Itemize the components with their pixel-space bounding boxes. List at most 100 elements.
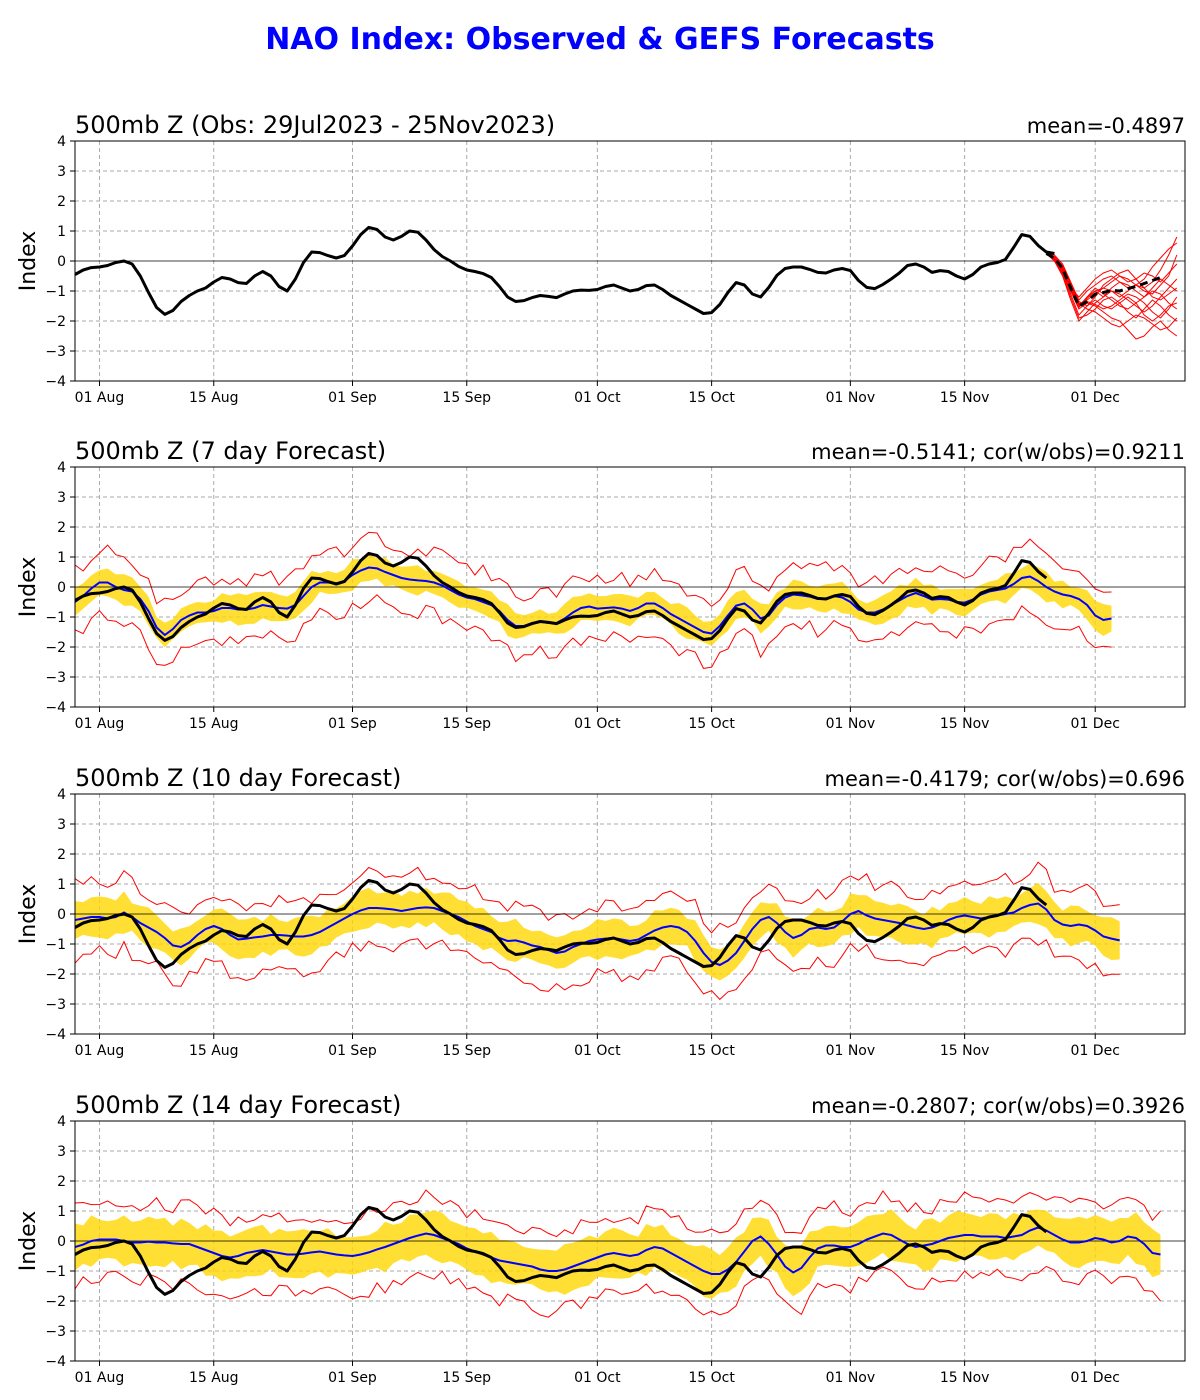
x-tick-label: 01 Dec	[1071, 1043, 1120, 1059]
y-tick-label: −2	[45, 1294, 66, 1310]
y-tick-label: −2	[45, 967, 66, 983]
ensemble-member-line	[1046, 253, 1178, 307]
y-tick-label: 1	[57, 1204, 66, 1220]
y-tick-label: 3	[57, 490, 66, 506]
y-tick-label: −3	[45, 344, 66, 360]
y-tick-label: −3	[45, 997, 66, 1013]
y-tick-label: 4	[57, 1114, 66, 1130]
x-tick-label: 15 Oct	[688, 390, 735, 406]
x-tick-label: 01 Aug	[75, 1370, 125, 1386]
x-tick-label: 15 Sep	[442, 390, 491, 406]
y-tick-label: −2	[45, 314, 66, 330]
forecast-mean-line	[75, 1226, 1161, 1275]
x-tick-label: 01 Dec	[1071, 390, 1120, 406]
y-tick-label: 2	[57, 194, 66, 210]
y-axis-label: Index	[16, 884, 41, 945]
x-tick-label: 15 Sep	[442, 1043, 491, 1059]
extreme-upper-line	[75, 1189, 1161, 1238]
y-tick-label: 4	[57, 787, 66, 803]
y-axis-label: Index	[16, 557, 41, 618]
ensemble-member-line	[1046, 253, 1178, 340]
panel-plot-area	[75, 1189, 1185, 1318]
x-tick-label: 01 Oct	[574, 390, 621, 406]
panel-plot-area	[75, 531, 1185, 669]
x-tick-label: 15 Aug	[189, 1043, 239, 1059]
y-tick-label: −3	[45, 670, 66, 686]
panel-plot-area	[75, 861, 1185, 1001]
ensemble-member-line	[1045, 253, 1178, 322]
ensemble-mean-line	[1045, 252, 1162, 309]
spread-band	[75, 882, 1120, 981]
x-tick-label: 15 Aug	[189, 716, 239, 732]
y-tick-label: 0	[57, 907, 66, 923]
extreme-lower-line	[75, 594, 1112, 669]
y-tick-label: 0	[57, 254, 66, 270]
y-tick-label: 1	[57, 877, 66, 893]
panel-stat: mean=-0.5141; cor(w/obs)=0.9211	[811, 440, 1185, 464]
y-tick-label: −4	[45, 1027, 66, 1043]
panel-2: 4 3 2 1 0 −1 −2 −3 −4 01 Aug 15 Aug 01 Sep 15 Sep 01 …	[16, 437, 1186, 732]
ensemble-member-line	[1046, 253, 1177, 322]
y-tick-label: −2	[45, 640, 66, 656]
y-axis-label: Index	[16, 231, 41, 292]
ensemble-member-line	[1046, 253, 1178, 331]
spread-band	[75, 554, 1112, 648]
y-tick-label: 2	[57, 847, 66, 863]
x-tick-label: 01 Oct	[574, 1043, 621, 1059]
x-tick-label: 15 Aug	[189, 390, 239, 406]
y-tick-label: −1	[45, 284, 66, 300]
x-tick-label: 15 Oct	[688, 1043, 735, 1059]
panel-stat: mean=-0.4179; cor(w/obs)=0.696	[825, 767, 1185, 791]
extreme-upper-line	[75, 531, 1112, 608]
y-tick-label: −1	[45, 1264, 66, 1280]
ensemble-member-line	[1046, 242, 1178, 301]
y-tick-label: 3	[57, 164, 66, 180]
y-tick-label: 1	[57, 550, 66, 566]
x-tick-label: 15 Oct	[688, 716, 735, 732]
panel-stat: mean=-0.2807; cor(w/obs)=0.3926	[811, 1094, 1185, 1118]
x-tick-label: 15 Nov	[940, 1043, 990, 1059]
y-tick-label: 2	[57, 520, 66, 536]
panel-title: 500mb Z (7 day Forecast)	[75, 437, 386, 465]
x-tick-label: 01 Oct	[574, 1370, 621, 1386]
panel-title: 500mb Z (10 day Forecast)	[75, 764, 401, 792]
x-tick-label: 01 Sep	[328, 1370, 377, 1386]
x-tick-label: 15 Sep	[442, 716, 491, 732]
x-tick-label: 01 Nov	[826, 1370, 876, 1386]
x-tick-label: 01 Aug	[75, 716, 125, 732]
observed-line	[75, 1205, 1048, 1296]
y-tick-label: 0	[57, 1234, 66, 1250]
extreme-lower-line	[75, 1265, 1161, 1318]
x-tick-label: 15 Sep	[442, 1370, 491, 1386]
x-tick-label: 01 Nov	[826, 390, 876, 406]
y-tick-label: −4	[45, 374, 66, 390]
panel-title: 500mb Z (Obs: 29Jul2023 - 25Nov2023)	[75, 111, 555, 139]
y-tick-label: 3	[57, 817, 66, 833]
x-tick-label: 01 Aug	[75, 390, 125, 406]
panel-stat: mean=-0.4897	[1027, 114, 1185, 138]
x-tick-label: 01 Oct	[574, 716, 621, 732]
x-tick-label: 15 Nov	[940, 716, 990, 732]
panel-1: 4 3 2 1 0 −1 −2 −3 −4 01 Aug 15 Aug 01 Sep 15 Sep 01 …	[16, 111, 1186, 406]
x-tick-label: 01 Sep	[328, 716, 377, 732]
y-tick-label: −1	[45, 610, 66, 626]
y-tick-label: 0	[57, 580, 66, 596]
forecast-mean-line	[75, 902, 1120, 967]
y-tick-label: −4	[45, 1354, 66, 1370]
observed-line	[75, 225, 1055, 316]
extreme-upper-line	[75, 861, 1120, 934]
chart-main-title: NAO Index: Observed & GEFS Forecasts	[265, 22, 935, 57]
y-tick-label: 4	[57, 460, 66, 476]
y-tick-label: 1	[57, 224, 66, 240]
x-tick-label: 01 Aug	[75, 1043, 125, 1059]
observed-line	[75, 878, 1048, 969]
x-tick-label: 15 Nov	[940, 1370, 990, 1386]
x-tick-label: 01 Dec	[1071, 1370, 1120, 1386]
y-tick-label: 3	[57, 1144, 66, 1160]
y-tick-label: −3	[45, 1324, 66, 1340]
ensemble-member-line	[1046, 253, 1178, 319]
x-tick-label: 01 Sep	[328, 390, 377, 406]
x-tick-label: 01 Dec	[1071, 716, 1120, 732]
y-tick-label: −4	[45, 700, 66, 716]
